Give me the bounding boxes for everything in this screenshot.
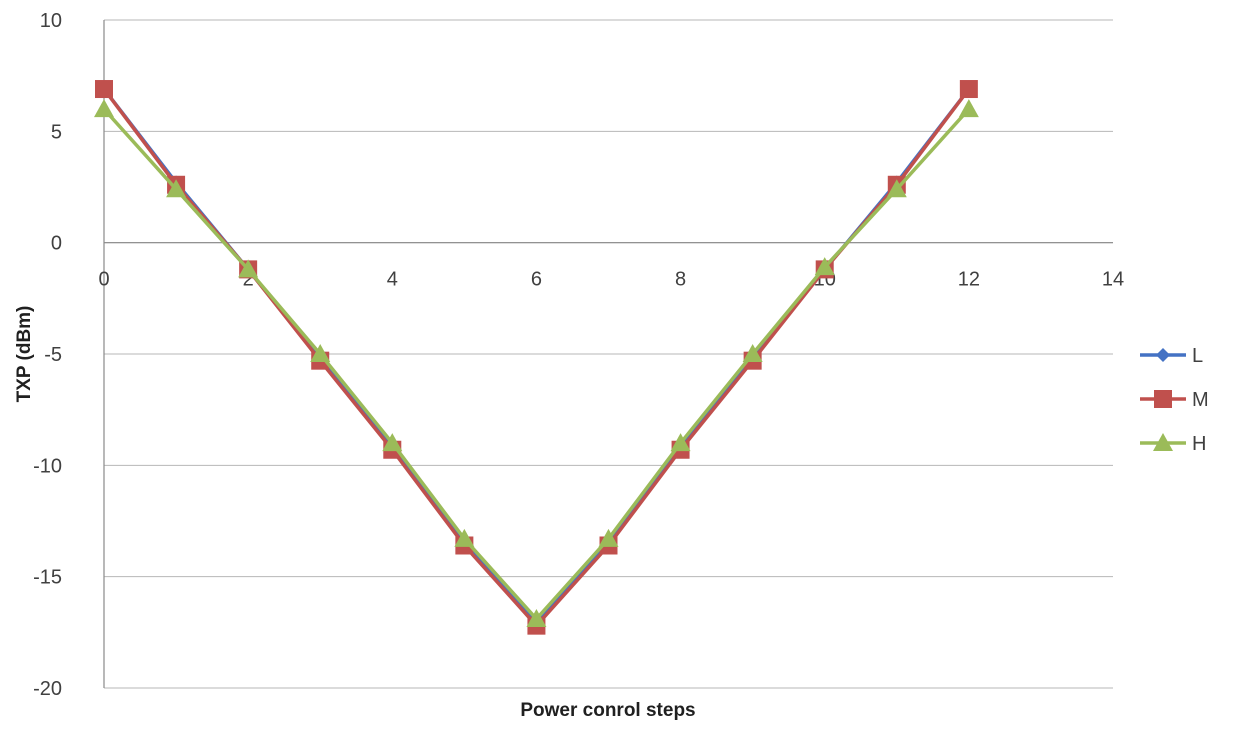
x-tick-label: 4 xyxy=(387,269,398,291)
legend-label: L xyxy=(1192,345,1203,367)
data-point-m xyxy=(95,80,113,99)
legend-item-m: M xyxy=(1140,389,1209,411)
x-tick-label: 14 xyxy=(1102,269,1124,291)
x-tick-label: 8 xyxy=(675,269,686,291)
data-point-m xyxy=(959,80,978,99)
data-point-h xyxy=(166,179,187,198)
data-point-h xyxy=(742,344,763,362)
legend-item-h: H xyxy=(1140,433,1206,455)
series-m xyxy=(95,80,978,635)
data-point-h xyxy=(454,528,475,547)
series-l xyxy=(97,82,976,631)
legend: LMH xyxy=(1140,345,1209,455)
data-point-h xyxy=(238,259,259,278)
legend-label: M xyxy=(1192,389,1209,411)
y-tick-label: -5 xyxy=(44,344,62,366)
data-point-h xyxy=(886,179,907,198)
y-tick-label: -10 xyxy=(33,455,62,477)
series-line-l xyxy=(102,87,971,626)
data-point-h xyxy=(814,257,835,276)
series-line-h xyxy=(102,107,971,621)
y-axis-title: TXP (dBm) xyxy=(14,306,35,403)
legend-marker xyxy=(1153,433,1173,451)
x-tick-label: 0 xyxy=(98,269,109,291)
y-tick-label: -20 xyxy=(33,678,62,700)
series-layer xyxy=(94,80,979,635)
legend-label: H xyxy=(1192,433,1206,455)
data-point-h xyxy=(310,344,331,362)
y-tick-label: -15 xyxy=(33,567,62,589)
x-axis-title: Power conrol steps xyxy=(520,700,695,721)
series-h xyxy=(94,99,979,627)
y-tick-label: 0 xyxy=(51,233,62,255)
data-point-h xyxy=(958,99,979,118)
x-tick-label: 6 xyxy=(531,269,542,291)
legend-marker xyxy=(1154,390,1172,408)
x-tick-label: 12 xyxy=(958,269,980,291)
data-point-h xyxy=(382,433,403,452)
y-tick-label: 5 xyxy=(51,121,62,143)
x-tick-label: 2 xyxy=(243,269,254,291)
data-point-h xyxy=(598,528,619,547)
data-point-h xyxy=(670,433,691,452)
y-tick-label: 10 xyxy=(40,10,62,32)
legend-marker xyxy=(1156,348,1170,362)
data-point-h xyxy=(94,99,114,118)
grid-layer xyxy=(104,19,1113,689)
data-point-h xyxy=(526,608,547,627)
legend-item-l: L xyxy=(1140,345,1203,367)
series-line-m xyxy=(102,87,971,628)
